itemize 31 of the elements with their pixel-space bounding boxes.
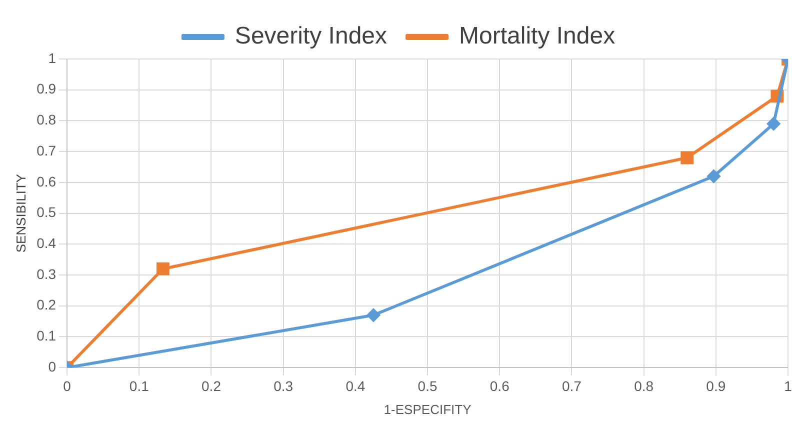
x-tick-label: 0.4 [346,378,366,394]
point [707,170,720,183]
y-tick-label: 1 [48,50,56,66]
x-axis-title: 1-ESPECIFITY [384,402,472,417]
point [680,151,694,164]
x-tick-label: 0.3 [274,378,294,394]
y-tick-label: 0.1 [36,328,56,344]
legend-label: Mortality Index [459,22,616,50]
x-tick-label: 0.7 [562,378,582,394]
y-tick-label: 0.8 [36,112,56,128]
x-tick-label: 0.9 [706,378,726,394]
y-tick-label: 0.7 [36,142,56,158]
y-tick-label: 0.3 [36,266,56,282]
y-tick-label: 0.4 [36,235,56,252]
legend-label: Severity Index [234,22,388,50]
y-axis-title: SENSIBILITY [13,174,28,253]
x-tick-label: 0.6 [490,378,510,394]
y-tick-label: 0 [48,358,56,374]
x-tick-label: 0 [63,378,72,394]
point [767,117,780,130]
x-tick-label: 0.1 [129,378,150,394]
x-tick-label: 0.2 [202,378,222,394]
point [156,262,170,276]
y-tick-label: 0.5 [36,204,56,220]
y-tick-label: 0.2 [36,296,56,313]
x-tick-label: 1 [784,378,792,394]
y-tick-label: 0.6 [36,173,56,190]
point [366,308,380,322]
y-tick-label: 0.9 [36,80,56,97]
x-tick-label: 0.8 [634,378,654,394]
x-tick-label: 0.5 [418,378,438,394]
